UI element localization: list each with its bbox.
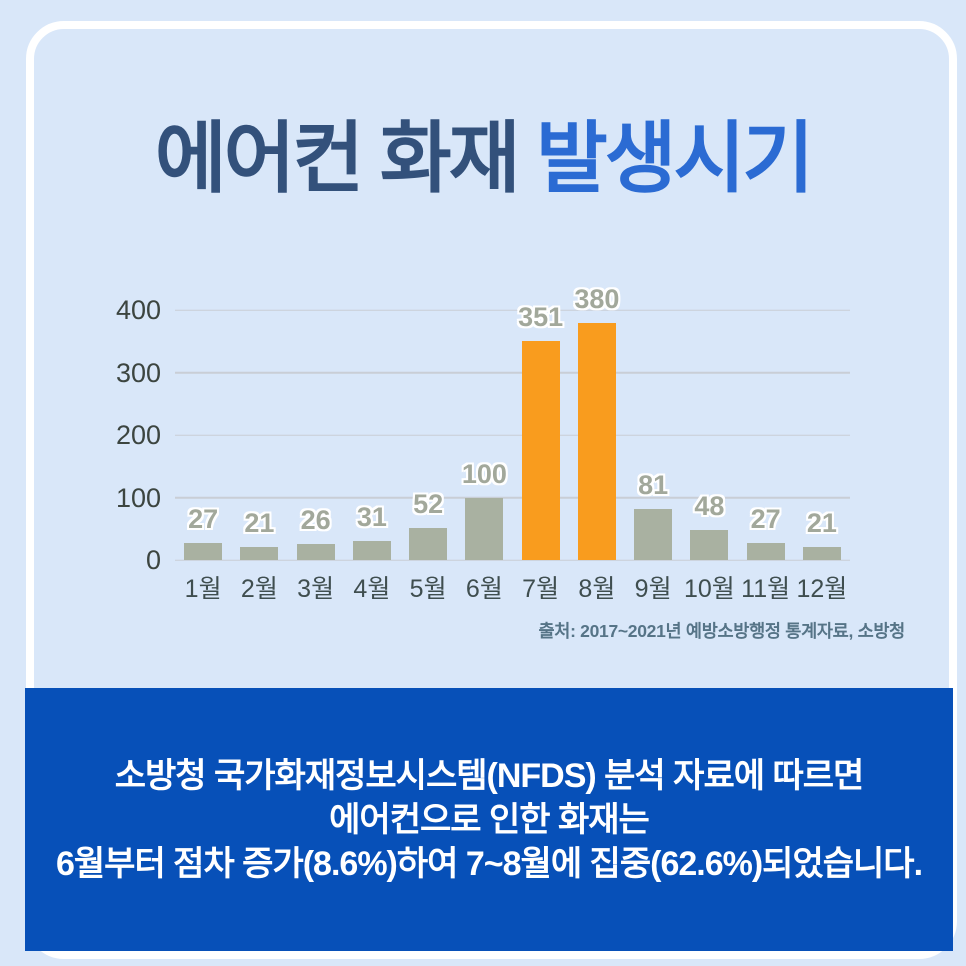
gridline-300 <box>175 371 850 374</box>
value-label-9월: 81 <box>638 470 669 501</box>
x-axis-label-5월: 5월 <box>409 575 447 603</box>
bar-group-5월: 52 5월 <box>400 310 456 603</box>
bar-9월 <box>634 509 673 560</box>
bar-1월 <box>184 543 223 560</box>
footer-band: 소방청 국가화재정보시스템(NFDS) 분석 자료에 따르면 에어컨으로 인한 … <box>25 688 953 951</box>
bar-2월 <box>240 546 279 560</box>
page-title: 에어컨 화재 발생시기 <box>0 96 966 208</box>
bar-group-11월: 27 11월 <box>738 310 794 603</box>
value-label-10월: 48 <box>694 491 725 521</box>
x-axis-label-6월: 6월 <box>465 575 503 603</box>
bar-group-7월: 351 7월 <box>513 302 569 603</box>
x-axis-label-11월: 11월 <box>741 575 791 603</box>
bar-11월 <box>746 543 785 560</box>
x-axis-label-4월: 4월 <box>353 575 391 603</box>
gridline-200 <box>175 434 850 436</box>
bar-group-8월: 380 8월 <box>569 284 625 604</box>
value-label-2월: 21 <box>244 507 275 538</box>
bar-group-1월: 27 1월 <box>175 310 231 603</box>
x-axis-label-8월: 8월 <box>578 575 616 603</box>
title-part-blue: 발생시기 <box>536 114 814 202</box>
bar-7월 <box>521 340 560 560</box>
x-axis-label-3월: 3월 <box>297 575 335 603</box>
footer-line-3: 6월부터 점차 증가(8.6%)하여 7~8월에 집중(62.6%)되었습니다. <box>55 844 923 883</box>
x-axis-label-1월: 1월 <box>184 575 222 603</box>
bar-group-6월: 100 6월 <box>456 310 512 604</box>
value-label-11월: 27 <box>750 504 781 535</box>
bar-group-10월: 48 10월 <box>681 310 737 603</box>
bar-6월 <box>465 497 504 560</box>
gridline-100 <box>175 496 850 499</box>
bar-5월 <box>409 527 448 560</box>
bar-3월 <box>296 543 335 560</box>
x-axis-label-12월: 12월 <box>796 575 848 603</box>
gridline-400 <box>175 309 850 311</box>
value-label-12월: 21 <box>806 507 837 538</box>
title-part-navy: 에어컨 화재 <box>154 114 537 202</box>
value-label-6월: 100 <box>461 458 507 489</box>
value-label-3월: 26 <box>300 504 331 535</box>
bar-8월 <box>577 322 616 560</box>
footer-line-1: 소방청 국가화재정보시스템(NFDS) 분석 자료에 따르면 <box>114 756 865 795</box>
value-label-5월: 52 <box>413 488 444 519</box>
x-axis-label-9월: 9월 <box>634 575 672 603</box>
value-label-7월: 351 <box>518 301 564 332</box>
chart-plot-area: 0 100 200 300 400 27 1월 21 2월 26 3월 31 4월 52 5월 100 6월 35… <box>116 284 850 604</box>
bars-row: 27 1월 21 2월 26 3월 31 4월 52 5월 100 6월 351 7월 380 8월 81 9월 4… <box>175 284 850 604</box>
value-label-8월: 380 <box>574 283 620 314</box>
bar-group-2월: 21 2월 <box>231 310 287 603</box>
bar-4월 <box>352 540 391 560</box>
bar-group-12월: 21 12월 <box>794 310 850 603</box>
bar-12월 <box>802 546 841 560</box>
bar-10월 <box>690 530 729 560</box>
footer-line-2: 에어컨으로 인한 화재는 <box>329 800 650 839</box>
x-axis-label-2월: 2월 <box>240 575 278 603</box>
bar-group-3월: 26 3월 <box>288 310 344 603</box>
gridline-0 <box>175 559 850 561</box>
decorative-rounded-frame <box>26 21 957 959</box>
bar-group-9월: 81 9월 <box>625 310 681 603</box>
source-note: 출처: 2017~2021년 예방소방행정 통계자료, 소방청 <box>538 621 905 641</box>
x-axis-label-7월: 7월 <box>522 575 560 603</box>
x-axis-label-10월: 10월 <box>683 575 735 603</box>
value-label-1월: 27 <box>188 504 219 535</box>
bar-group-4월: 31 4월 <box>344 310 400 603</box>
value-label-4월: 31 <box>356 501 387 532</box>
